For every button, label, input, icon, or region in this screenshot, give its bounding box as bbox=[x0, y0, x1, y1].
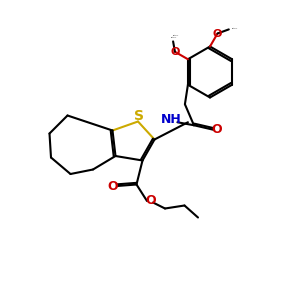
Text: O: O bbox=[170, 47, 180, 57]
Text: methoxy: methoxy bbox=[232, 28, 238, 29]
Text: NH: NH bbox=[160, 113, 181, 126]
Text: O: O bbox=[145, 194, 156, 208]
Text: methoxy: methoxy bbox=[173, 35, 179, 36]
Text: O: O bbox=[213, 28, 222, 38]
Text: methoxy: methoxy bbox=[171, 37, 177, 38]
Text: S: S bbox=[134, 109, 145, 122]
Text: O: O bbox=[107, 180, 118, 193]
Text: O: O bbox=[212, 123, 222, 136]
